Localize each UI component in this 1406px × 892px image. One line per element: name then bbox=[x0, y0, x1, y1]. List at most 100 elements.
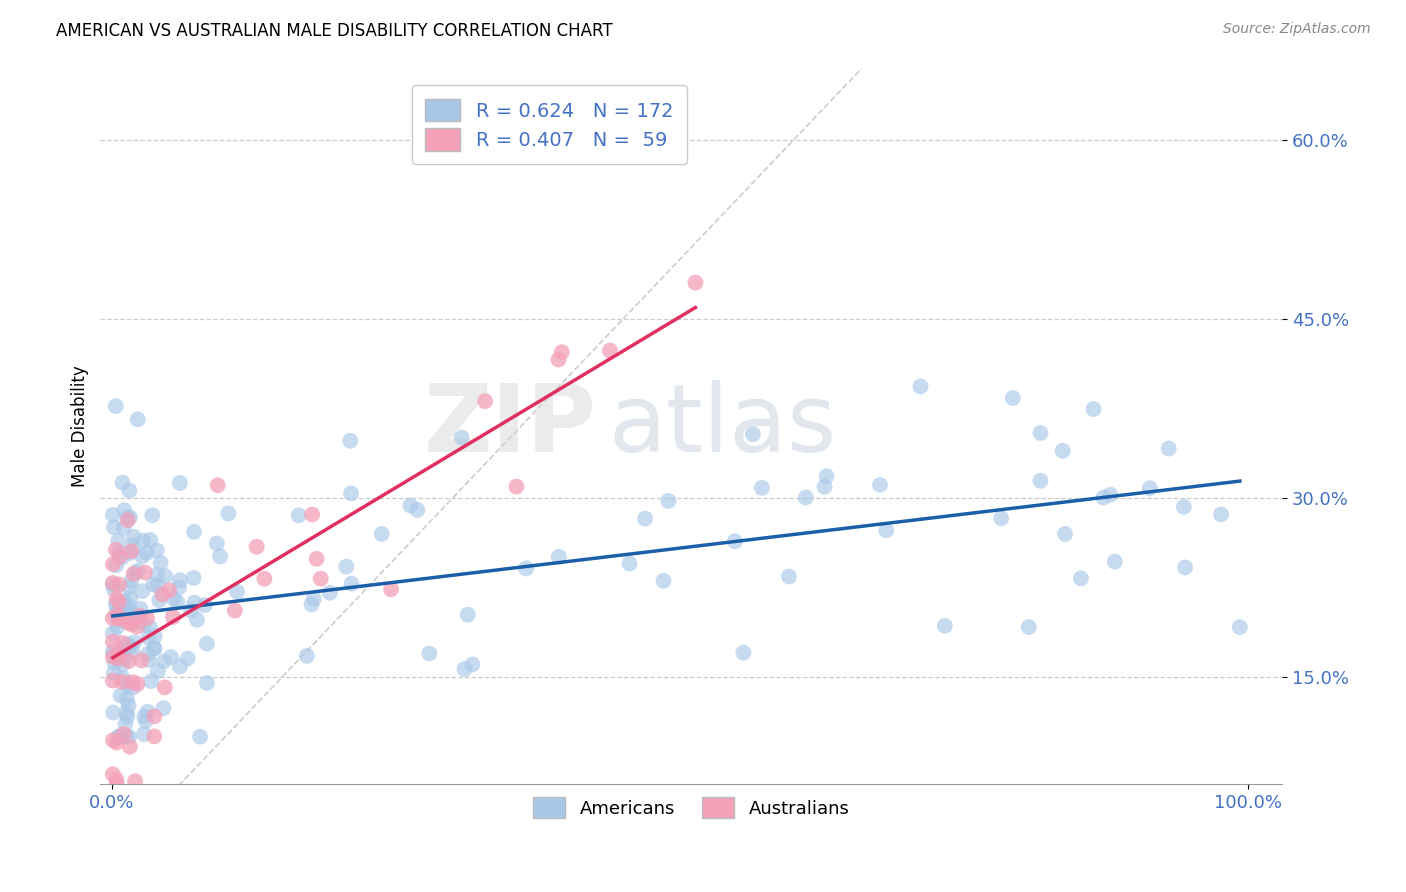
Point bbox=[111, 671, 134, 685]
Point bbox=[724, 534, 747, 549]
Point bbox=[134, 709, 156, 723]
Point bbox=[1229, 620, 1251, 634]
Point bbox=[146, 664, 169, 678]
Point bbox=[118, 654, 141, 668]
Point bbox=[142, 577, 165, 591]
Point bbox=[153, 681, 176, 695]
Point bbox=[1173, 500, 1195, 514]
Point bbox=[118, 580, 141, 594]
Point bbox=[101, 558, 124, 572]
Point bbox=[1092, 491, 1115, 505]
Point bbox=[685, 276, 707, 290]
Point bbox=[305, 551, 328, 566]
Point bbox=[910, 379, 932, 393]
Point bbox=[103, 706, 125, 720]
Point bbox=[111, 614, 134, 628]
Point bbox=[652, 574, 675, 588]
Point bbox=[163, 591, 186, 606]
Point bbox=[111, 674, 134, 689]
Point bbox=[551, 345, 574, 359]
Y-axis label: Male Disability: Male Disability bbox=[72, 366, 89, 487]
Point bbox=[143, 709, 166, 723]
Point bbox=[120, 591, 142, 605]
Point bbox=[136, 631, 159, 645]
Point bbox=[157, 583, 180, 598]
Point bbox=[461, 657, 484, 672]
Point bbox=[118, 730, 141, 744]
Point bbox=[103, 582, 125, 596]
Point bbox=[1054, 527, 1077, 541]
Point bbox=[110, 646, 132, 660]
Point bbox=[111, 657, 134, 672]
Point bbox=[167, 581, 190, 595]
Point bbox=[117, 698, 139, 713]
Point bbox=[188, 730, 211, 744]
Point bbox=[101, 611, 124, 625]
Point bbox=[138, 653, 160, 667]
Point bbox=[934, 619, 956, 633]
Point bbox=[143, 730, 166, 744]
Point bbox=[990, 511, 1012, 525]
Point bbox=[778, 569, 800, 583]
Point bbox=[195, 637, 218, 651]
Point bbox=[108, 595, 131, 609]
Point bbox=[599, 343, 621, 358]
Point bbox=[101, 577, 124, 591]
Point bbox=[120, 544, 142, 558]
Point bbox=[118, 611, 141, 625]
Point bbox=[657, 494, 679, 508]
Point bbox=[104, 399, 127, 413]
Point bbox=[121, 539, 143, 553]
Legend: Americans, Australians: Americans, Australians bbox=[526, 790, 858, 825]
Point bbox=[118, 739, 141, 754]
Point bbox=[115, 730, 138, 744]
Point bbox=[132, 533, 155, 548]
Point bbox=[146, 567, 169, 582]
Point bbox=[418, 647, 440, 661]
Point bbox=[105, 620, 128, 634]
Point bbox=[194, 598, 217, 612]
Point bbox=[127, 677, 149, 691]
Point bbox=[112, 503, 135, 517]
Point bbox=[101, 645, 124, 659]
Point bbox=[117, 513, 139, 527]
Point bbox=[319, 586, 342, 600]
Point bbox=[177, 651, 200, 665]
Point bbox=[115, 608, 138, 623]
Point bbox=[1104, 555, 1126, 569]
Point bbox=[134, 566, 156, 580]
Point bbox=[146, 578, 169, 592]
Point bbox=[217, 507, 239, 521]
Point bbox=[104, 607, 127, 622]
Point bbox=[117, 710, 139, 724]
Text: ZIP: ZIP bbox=[423, 381, 596, 473]
Point bbox=[335, 559, 357, 574]
Point bbox=[111, 613, 134, 627]
Point bbox=[180, 604, 202, 618]
Point bbox=[132, 727, 155, 741]
Point bbox=[146, 543, 169, 558]
Point bbox=[253, 572, 276, 586]
Point bbox=[105, 777, 128, 791]
Point bbox=[450, 431, 472, 445]
Point bbox=[619, 557, 641, 571]
Point bbox=[101, 626, 124, 640]
Point bbox=[169, 573, 191, 587]
Point bbox=[169, 659, 191, 673]
Point bbox=[122, 566, 145, 581]
Point bbox=[135, 714, 157, 728]
Point bbox=[875, 524, 897, 538]
Point bbox=[121, 646, 143, 660]
Point bbox=[110, 689, 132, 703]
Point bbox=[105, 772, 128, 787]
Point bbox=[1029, 425, 1052, 440]
Point bbox=[547, 352, 569, 367]
Point bbox=[105, 591, 128, 606]
Point bbox=[103, 648, 125, 662]
Point bbox=[1070, 571, 1092, 585]
Point bbox=[124, 635, 146, 649]
Point bbox=[162, 610, 184, 624]
Point bbox=[143, 641, 166, 656]
Point bbox=[115, 692, 138, 706]
Point bbox=[153, 654, 176, 668]
